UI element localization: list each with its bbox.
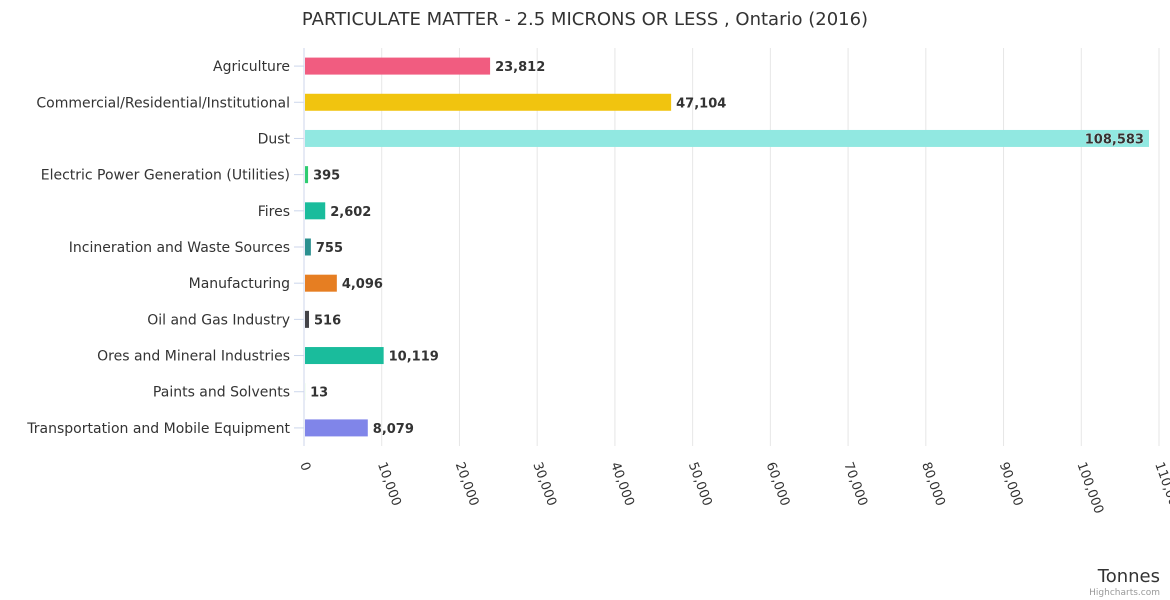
category-label: Manufacturing	[189, 276, 290, 292]
tick-label: 0	[296, 460, 313, 473]
data-label: 516	[314, 313, 341, 328]
tick-label: 100,000	[1074, 460, 1106, 516]
data-label: 10,119	[389, 350, 439, 365]
data-label: 755	[316, 241, 343, 256]
data-label: 4,096	[342, 277, 383, 292]
bar[interactable]	[305, 347, 384, 365]
value-axis-title: Tonnes	[1097, 566, 1160, 587]
category-label: Commercial/Residential/Institutional	[36, 95, 290, 111]
data-label: 2,602	[330, 205, 371, 220]
tick-label: 30,000	[529, 460, 559, 508]
category-label: Ores and Mineral Industries	[97, 349, 290, 365]
tick-label: 40,000	[607, 460, 637, 508]
bar[interactable]	[305, 310, 310, 328]
bar[interactable]	[305, 57, 491, 75]
gridlines	[381, 48, 1160, 446]
tick-label: 20,000	[452, 460, 482, 508]
bar[interactable]	[305, 238, 311, 256]
bar[interactable]	[305, 129, 1149, 147]
bar[interactable]	[305, 274, 337, 292]
category-label: Fires	[258, 204, 290, 220]
category-label: Paints and Solvents	[153, 385, 290, 401]
data-label: 47,104	[676, 96, 726, 111]
credits-link[interactable]: Highcharts.com	[1089, 588, 1160, 598]
tick-label: 70,000	[840, 460, 870, 508]
data-label: 13	[310, 386, 328, 401]
data-label: 108,583	[1085, 132, 1144, 147]
bar[interactable]	[305, 93, 672, 111]
chart-title: PARTICULATE MATTER - 2.5 MICRONS OR LESS…	[302, 9, 868, 30]
bar[interactable]	[305, 419, 368, 437]
tick-label: 60,000	[763, 460, 793, 508]
category-label: Incineration and Waste Sources	[69, 240, 290, 256]
tick-label: 110,000	[1151, 460, 1170, 516]
value-axis: 0 10,000 20,000 30,000 40,000 50,000 60,000 70,…	[296, 460, 1170, 516]
category-axis: Agriculture Commercial/Residential/Instit…	[26, 48, 305, 446]
category-label: Agriculture	[213, 59, 290, 75]
tick-label: 10,000	[374, 460, 404, 508]
category-label: Dust	[258, 131, 291, 147]
bar[interactable]	[305, 166, 309, 184]
tick-label: 50,000	[685, 460, 715, 508]
data-label: 23,812	[495, 60, 545, 75]
category-label: Electric Power Generation (Utilities)	[41, 168, 290, 184]
bar[interactable]	[305, 202, 326, 220]
tick-label: 80,000	[918, 460, 948, 508]
bars	[305, 57, 1149, 437]
data-label: 395	[313, 169, 340, 184]
data-labels: 23,812 47,104 108,583 395 2,602 755 4,096 516 10…	[310, 60, 1144, 437]
tick-label: 90,000	[996, 460, 1026, 508]
data-label: 8,079	[373, 422, 414, 437]
category-label: Transportation and Mobile Equipment	[26, 421, 290, 437]
category-label: Oil and Gas Industry	[147, 312, 290, 328]
